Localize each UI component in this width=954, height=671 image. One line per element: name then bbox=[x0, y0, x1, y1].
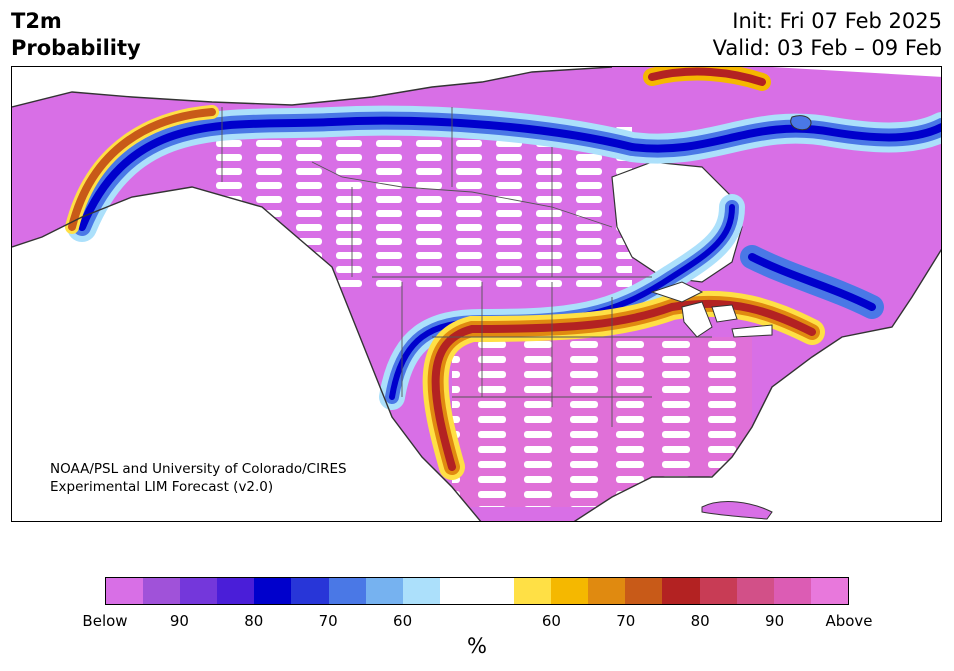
colorbar-swatch bbox=[810, 578, 848, 604]
colorbar-tick-label: Above bbox=[825, 612, 873, 630]
warm-anomaly-band bbox=[65, 67, 825, 480]
map-panel: NOAA/PSL and University of Colorado/CIRE… bbox=[11, 66, 942, 522]
colorbar-swatch bbox=[551, 578, 589, 604]
init-date: Init: Fri 07 Feb 2025 bbox=[732, 9, 942, 33]
map-credit: NOAA/PSL and University of Colorado/CIRE… bbox=[50, 461, 347, 495]
colorbar-swatch bbox=[662, 578, 700, 604]
colorbar-tick-label: 90 bbox=[765, 612, 785, 630]
colorbar-swatch bbox=[180, 578, 218, 604]
colorbar-swatch bbox=[402, 578, 440, 604]
colorbar-tick-label: Below bbox=[82, 612, 128, 630]
colorbar-swatch bbox=[106, 578, 144, 604]
coastlines bbox=[12, 67, 941, 521]
colorbar-swatch bbox=[439, 578, 477, 604]
colorbar-swatch bbox=[736, 578, 774, 604]
title-product: Probability bbox=[11, 36, 141, 60]
colorbar-tick-label: 80 bbox=[690, 612, 710, 630]
colorbar-swatch bbox=[328, 578, 366, 604]
colorbar-swatch bbox=[588, 578, 626, 604]
colorbar-swatch bbox=[254, 578, 292, 604]
valid-range: Valid: 03 Feb – 09 Feb bbox=[712, 36, 942, 60]
credit-line-institution: NOAA/PSL and University of Colorado/CIRE… bbox=[50, 461, 347, 477]
colorbar-swatch bbox=[514, 578, 552, 604]
colorbar-tick-label: 60 bbox=[541, 612, 561, 630]
colorbar-swatch bbox=[217, 578, 255, 604]
colorbar-tick-label: 60 bbox=[393, 612, 413, 630]
colorbar-swatch bbox=[773, 578, 811, 604]
colorbar-swatch bbox=[365, 578, 403, 604]
colorbar-swatch bbox=[476, 578, 515, 604]
colorbar-swatch bbox=[143, 578, 181, 604]
colorbar-swatch bbox=[699, 578, 737, 604]
colorbar-tick-label: 90 bbox=[169, 612, 189, 630]
colorbar-swatch bbox=[625, 578, 663, 604]
colorbar-tick-label: 70 bbox=[616, 612, 636, 630]
map-title: T2m Probability bbox=[11, 8, 141, 62]
colorbar-tick-label: 70 bbox=[318, 612, 338, 630]
forecast-dates: Init: Fri 07 Feb 2025 Valid: 03 Feb – 09… bbox=[713, 8, 942, 62]
colorbar bbox=[105, 577, 849, 605]
colorbar-unit: % bbox=[467, 634, 487, 658]
credit-line-product: Experimental LIM Forecast (v2.0) bbox=[50, 479, 274, 495]
great-lakes bbox=[650, 281, 773, 338]
islands bbox=[701, 115, 812, 520]
colorbar-tick-label: 80 bbox=[244, 612, 264, 630]
probability-map: NOAA/PSL and University of Colorado/CIRE… bbox=[12, 67, 941, 521]
colorbar-swatch bbox=[291, 578, 329, 604]
title-variable: T2m bbox=[11, 9, 62, 33]
political-boundaries bbox=[221, 107, 712, 427]
